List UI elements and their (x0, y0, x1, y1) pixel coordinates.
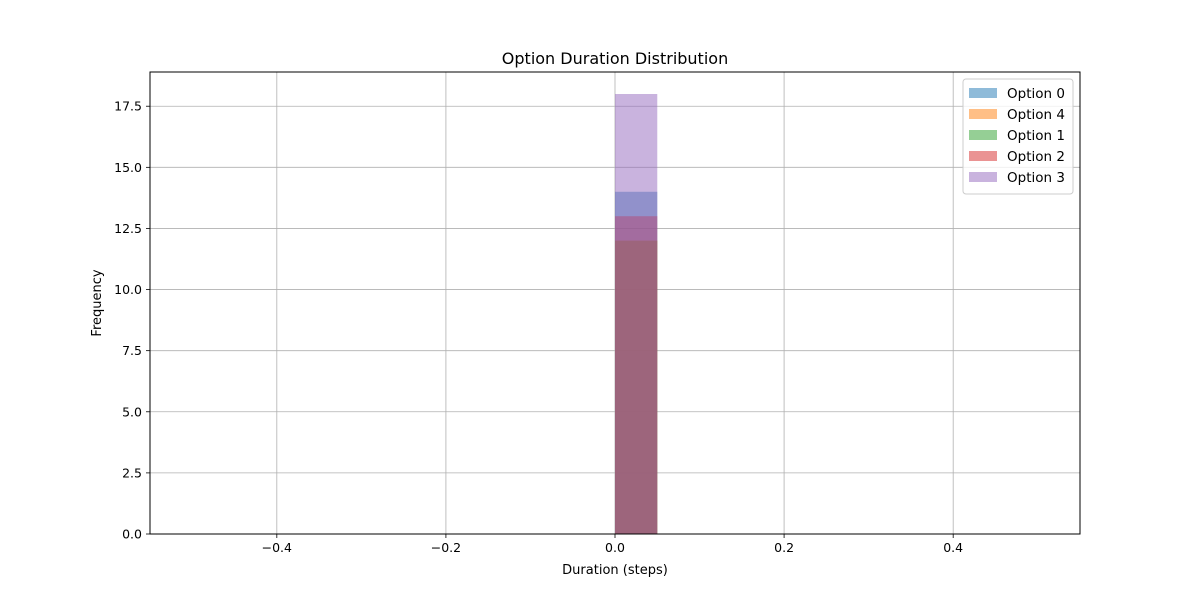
y-tick-label: 15.0 (114, 160, 142, 175)
y-tick-label: 2.5 (122, 465, 142, 480)
legend-label-option-1: Option 1 (1007, 128, 1065, 144)
legend-label-option-4: Option 4 (1007, 107, 1065, 123)
legend-label-option-0: Option 0 (1007, 86, 1065, 102)
y-tick-label: 5.0 (122, 404, 142, 419)
y-tick-label: 10.0 (114, 282, 142, 297)
bars-layer (615, 94, 658, 534)
ticks-layer: −0.4 −0.2 0.0 0.2 0.4 0.0 2.5 5.0 7.5 10.0 12.5 15.… (114, 99, 963, 555)
legend-swatch-option-4 (969, 109, 997, 119)
y-tick-label: 0.0 (122, 527, 142, 542)
legend-swatch-option-0 (969, 88, 997, 98)
bar-option-3 (615, 94, 658, 534)
y-tick-label: 7.5 (122, 343, 142, 358)
x-axis-label: Duration (steps) (562, 563, 668, 578)
y-tick-label: 17.5 (114, 99, 142, 114)
x-tick-label: 0.0 (605, 540, 625, 555)
x-tick-label: 0.4 (943, 540, 963, 555)
legend-swatch-option-1 (969, 130, 997, 140)
legend: Option 0 Option 4 Option 1 Option 2 Option 3 (962, 78, 1074, 195)
chart-title: Option Duration Distribution (502, 49, 728, 68)
x-tick-label: 0.2 (774, 540, 794, 555)
legend-swatch-option-3 (969, 172, 997, 182)
y-axis-label: Frequency (90, 269, 105, 336)
legend-box (962, 78, 1074, 195)
x-tick-label: −0.4 (262, 540, 292, 555)
legend-swatch-option-2 (969, 151, 997, 161)
legend-label-option-3: Option 3 (1007, 170, 1065, 186)
legend-label-option-2: Option 2 (1007, 149, 1065, 165)
y-tick-label: 12.5 (114, 221, 142, 236)
x-tick-label: −0.2 (431, 540, 461, 555)
